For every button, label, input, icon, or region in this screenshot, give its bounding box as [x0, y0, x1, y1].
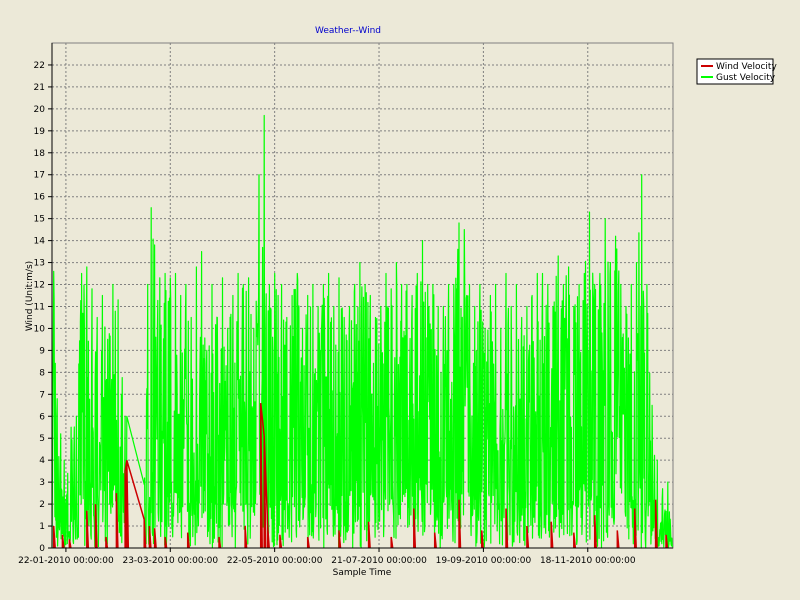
y-tick-label: 19: [34, 127, 46, 137]
y-tick-label: 8: [39, 368, 45, 378]
x-tick-label: 19-09-2010 00:00:00: [436, 556, 532, 566]
y-tick-label: 16: [34, 193, 46, 203]
series-line-gust: [51, 114, 674, 549]
y-tick-label: 15: [34, 215, 45, 225]
y-tick-label: 6: [39, 412, 45, 422]
y-tick-label: 21: [34, 83, 45, 93]
x-tick-label: 22-05-2010 00:00:00: [227, 556, 323, 566]
y-tick-label: 3: [39, 478, 45, 488]
y-tick-label: 1: [39, 522, 45, 532]
series-layer: [51, 114, 674, 549]
y-tick-label: 7: [39, 390, 45, 400]
y-tick-label: 10: [34, 324, 46, 334]
y-tick-label: 22: [34, 61, 45, 71]
x-tick-label: 18-11-2010 00:00:00: [540, 556, 636, 566]
x-tick-label: 22-01-2010 00:00:00: [18, 556, 114, 566]
x-axis-label: Sample Time: [333, 568, 392, 578]
y-tick-label: 12: [34, 281, 45, 291]
y-axis-label: Wind (Unit:m/s): [25, 261, 35, 331]
series-line-wind: [52, 403, 669, 549]
x-axis-ticks: 22-01-2010 00:00:00 23-03-2010 00:00:00 22…: [18, 548, 636, 566]
y-tick-label: 4: [39, 456, 45, 466]
chart-title: Weather--Wind: [315, 26, 381, 36]
y-tick-label: 13: [34, 259, 45, 269]
y-tick-label: 17: [34, 171, 45, 181]
y-tick-label: 9: [39, 346, 45, 356]
x-tick-label: 23-03-2010 00:00:00: [122, 556, 218, 566]
y-tick-label: 20: [34, 105, 46, 115]
y-tick-label: 18: [34, 149, 46, 159]
legend-label-gust: Gust Velocity: [716, 73, 776, 83]
y-tick-label: 14: [34, 237, 46, 247]
y-tick-label: 11: [34, 302, 45, 312]
legend: Wind Velocity Gust Velocity: [696, 58, 777, 85]
legend-box: [696, 58, 774, 85]
legend-label-wind: Wind Velocity: [716, 62, 777, 72]
y-tick-label: 0: [39, 544, 45, 554]
y-tick-label: 5: [39, 434, 45, 444]
y-tick-label: 2: [39, 500, 45, 510]
x-tick-label: 21-07-2010 00:00:00: [331, 556, 427, 566]
